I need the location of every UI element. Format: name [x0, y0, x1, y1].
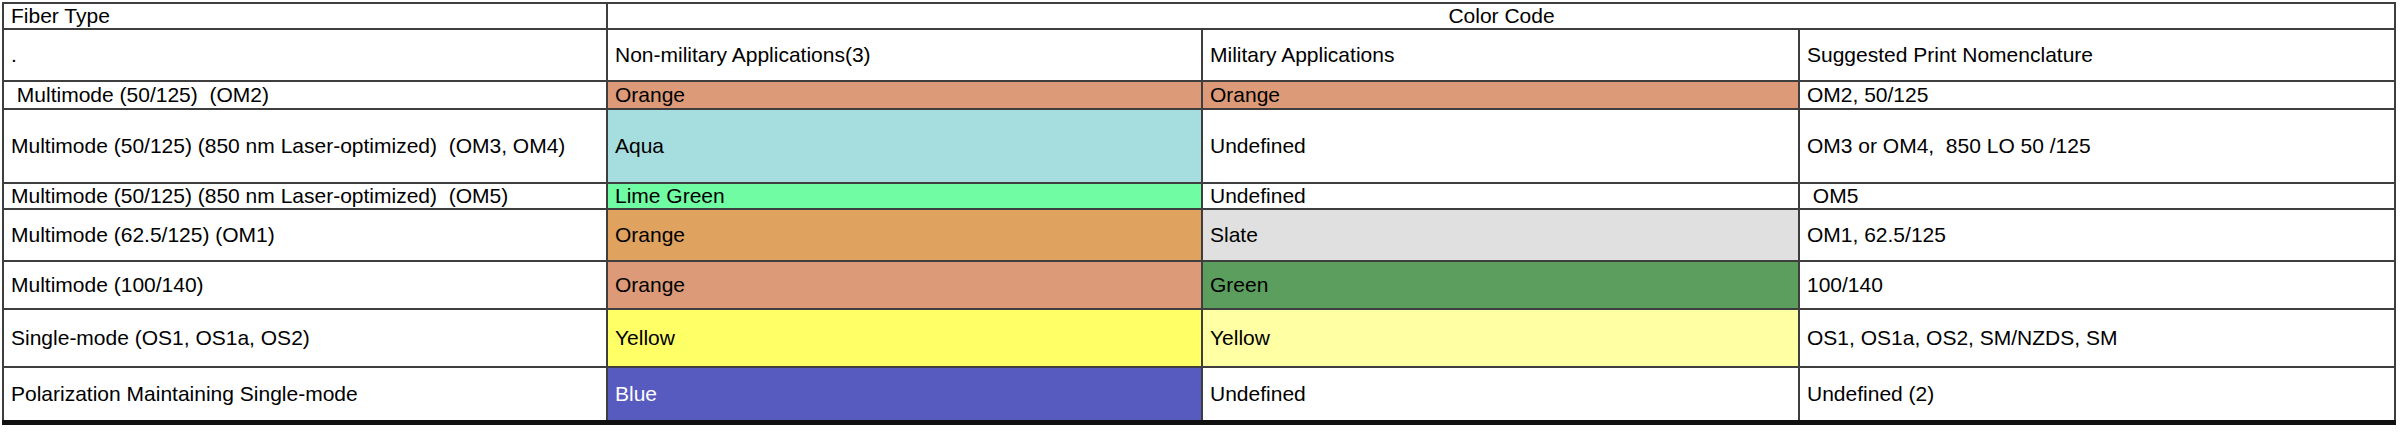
- fiber-type-cell: Multimode (50/125) (850 nm Laser-optimiz…: [3, 109, 607, 183]
- print-nomenclature-cell: OM2, 50/125: [1799, 81, 2395, 109]
- fiber-type-cell: Polarization Maintaining Single-mode: [3, 367, 607, 423]
- military-color-cell: Slate: [1202, 209, 1799, 261]
- table-row: Multimode (100/140) Orange Green 100/140: [3, 261, 2395, 309]
- table-row: Single-mode (OS1, OS1a, OS2) Yellow Yell…: [3, 309, 2395, 367]
- military-color-cell: Green: [1202, 261, 1799, 309]
- print-nomenclature-cell: OM5: [1799, 183, 2395, 209]
- non-military-color-cell: Lime Green: [607, 183, 1202, 209]
- print-nomenclature-cell: OM1, 62.5/125: [1799, 209, 2395, 261]
- fiber-type-cell: Single-mode (OS1, OS1a, OS2): [3, 309, 607, 367]
- subheader-fiber-type-cell: .: [3, 29, 607, 81]
- table-row: Multimode (62.5/125) (OM1) Orange Slate …: [3, 209, 2395, 261]
- subheader-print-cell: Suggested Print Nomenclature: [1799, 29, 2395, 81]
- military-color-cell: Undefined: [1202, 367, 1799, 423]
- fiber-type-header: Fiber Type: [3, 3, 607, 29]
- non-military-color-cell: Aqua: [607, 109, 1202, 183]
- fiber-color-code-table: Fiber Type Color Code . Non-military App…: [2, 2, 2396, 425]
- fiber-type-cell: Multimode (50/125) (OM2): [3, 81, 607, 109]
- print-nomenclature-cell: Undefined (2): [1799, 367, 2395, 423]
- table-subheader-row: . Non-military Applications(3) Military …: [3, 29, 2395, 81]
- print-nomenclature-cell: 100/140: [1799, 261, 2395, 309]
- table-row: Multimode (50/125) (850 nm Laser-optimiz…: [3, 183, 2395, 209]
- military-color-cell: Yellow: [1202, 309, 1799, 367]
- military-color-cell: Undefined: [1202, 109, 1799, 183]
- table-row: Polarization Maintaining Single-mode Blu…: [3, 367, 2395, 423]
- fiber-type-cell: Multimode (50/125) (850 nm Laser-optimiz…: [3, 183, 607, 209]
- military-color-cell: Orange: [1202, 81, 1799, 109]
- non-military-color-cell: Orange: [607, 81, 1202, 109]
- fiber-type-cell: Multimode (62.5/125) (OM1): [3, 209, 607, 261]
- non-military-color-cell: Blue: [607, 367, 1202, 423]
- fiber-type-cell: Multimode (100/140): [3, 261, 607, 309]
- non-military-color-cell: Orange: [607, 209, 1202, 261]
- subheader-non-military-cell: Non-military Applications(3): [607, 29, 1202, 81]
- table-row: Multimode (50/125) (OM2) Orange Orange O…: [3, 81, 2395, 109]
- color-code-header: Color Code: [607, 3, 2395, 29]
- table-header-row: Fiber Type Color Code: [3, 3, 2395, 29]
- print-nomenclature-cell: OM3 or OM4, 850 LO 50 /125: [1799, 109, 2395, 183]
- non-military-color-cell: Yellow: [607, 309, 1202, 367]
- military-color-cell: Undefined: [1202, 183, 1799, 209]
- table-row: Multimode (50/125) (850 nm Laser-optimiz…: [3, 109, 2395, 183]
- page: Fiber Type Color Code . Non-military App…: [0, 2, 2400, 433]
- non-military-color-cell: Orange: [607, 261, 1202, 309]
- print-nomenclature-cell: OS1, OS1a, OS2, SM/NZDS, SM: [1799, 309, 2395, 367]
- subheader-military-cell: Military Applications: [1202, 29, 1799, 81]
